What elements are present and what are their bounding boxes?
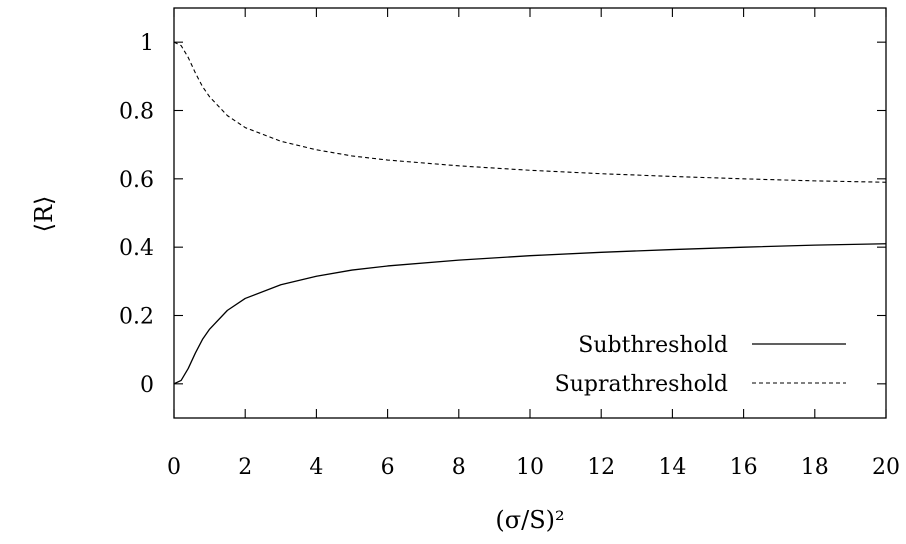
x-tick-label: 0 xyxy=(167,455,181,480)
x-tick-label: 12 xyxy=(587,455,615,480)
axis-tick-labels: 0 2 4 6 8 10 12 14 16 18 20 0 0.2 0.4 0.6 0.8 1 xyxy=(119,31,900,480)
x-tick-label: 8 xyxy=(452,455,466,480)
y-tick-label: 0.6 xyxy=(119,168,154,193)
x-tick-label: 20 xyxy=(872,455,900,480)
x-tick-label: 4 xyxy=(309,455,323,480)
x-axis-title: (σ/S)² xyxy=(495,506,564,534)
x-tick-label: 18 xyxy=(801,455,829,480)
y-tick-label: 0.2 xyxy=(119,305,154,330)
series-line-suprathreshold xyxy=(173,41,887,183)
y-tick-label: 0 xyxy=(140,373,154,398)
legend: Subthreshold Suprathreshold xyxy=(555,333,846,397)
y-axis-title: ⟨R⟩ xyxy=(30,196,58,233)
y-tick-label: 0.8 xyxy=(119,100,154,125)
x-tick-label: 2 xyxy=(238,455,252,480)
y-tick-label: 0.4 xyxy=(119,236,154,261)
x-tick-label: 6 xyxy=(381,455,395,480)
x-tick-label: 14 xyxy=(658,455,686,480)
series-line-subthreshold xyxy=(173,243,887,385)
legend-label-subthreshold: Subthreshold xyxy=(578,333,728,358)
legend-label-suprathreshold: Suprathreshold xyxy=(555,372,728,397)
y-tick-label: 1 xyxy=(140,31,154,56)
series-group xyxy=(173,41,887,385)
x-tick-label: 10 xyxy=(516,455,544,480)
x-tick-label: 16 xyxy=(730,455,758,480)
plot-frame xyxy=(173,7,887,419)
